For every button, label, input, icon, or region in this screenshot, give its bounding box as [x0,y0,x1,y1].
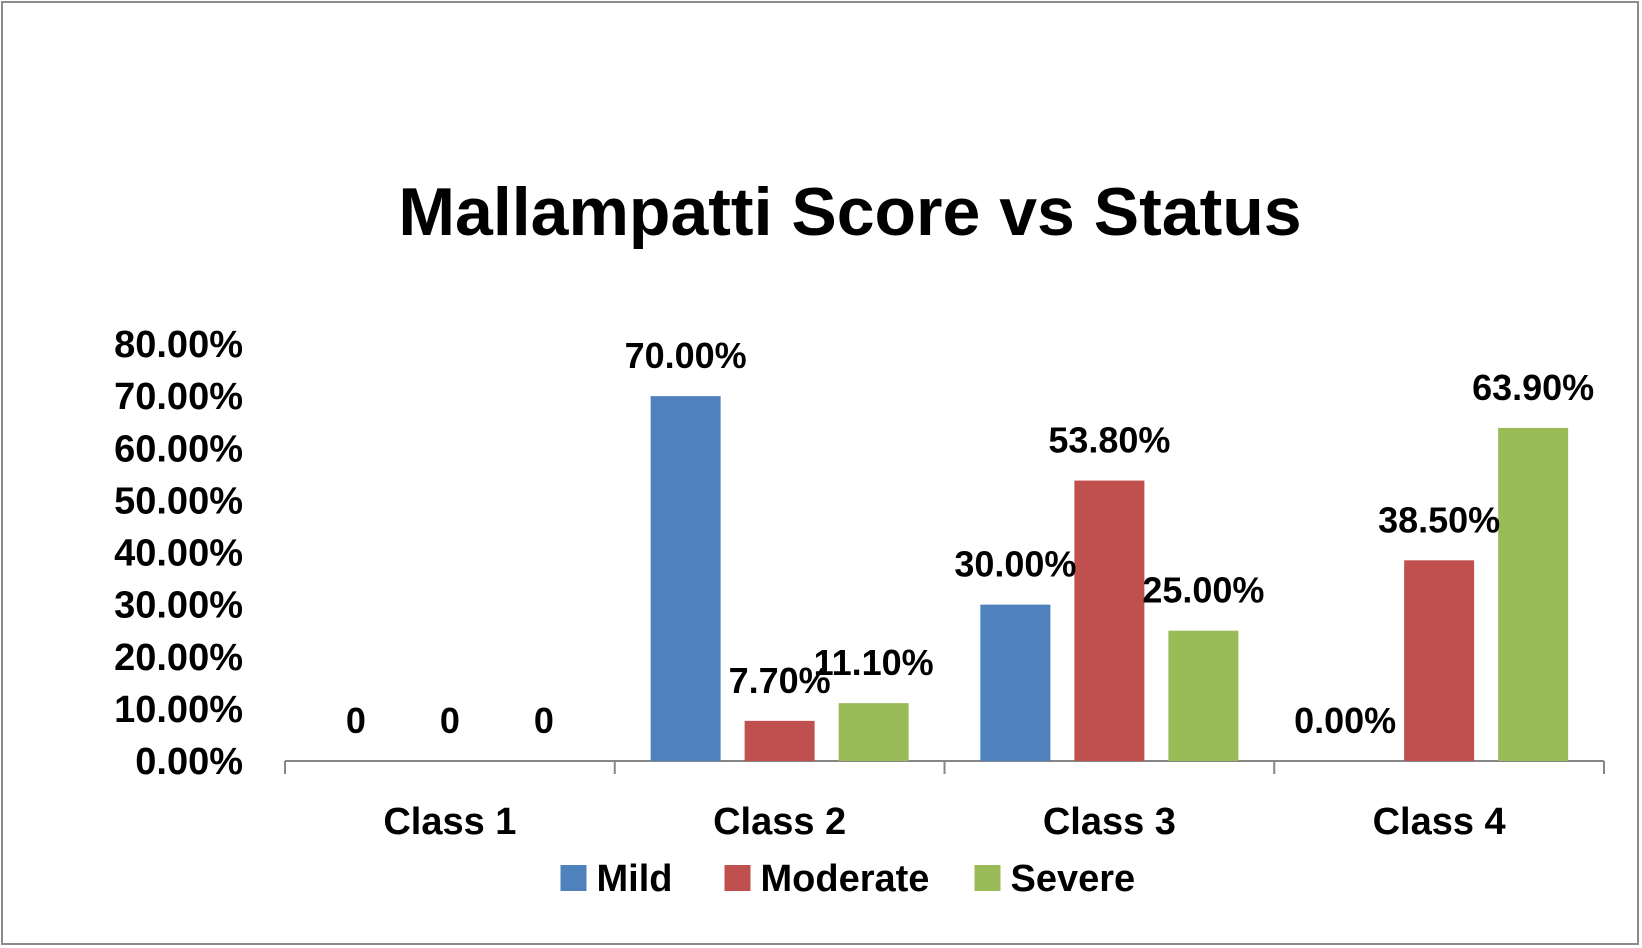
bar-moderate-4 [1404,560,1475,761]
y-tick-label: 80.00% [114,324,243,366]
y-tick-label: 50.00% [114,480,243,522]
bar-mild-2 [650,396,721,761]
legend-label-mild: Mild [597,858,673,900]
chart-title: Mallampatti Score vs Status [398,174,1301,250]
y-axis: 0.00% 10.00% 20.00% 30.00% 40.00% 50.00% 60.00… [114,324,243,783]
bar-chart: Mallampatti Score vs Status 0.00% 10.00% 2… [114,174,1605,900]
x-category-label: Class 4 [1373,801,1506,843]
data-label: 7.70% [729,660,831,701]
data-label: 70.00% [625,335,747,376]
legend: Mild Moderate Severe [560,858,1136,900]
y-tick-label: 70.00% [114,376,243,418]
data-label: 53.80% [1048,420,1170,461]
y-tick-label: 40.00% [114,533,243,575]
data-labels: 0 70.00% 30.00% 0.00% 0 7.70% 53.80% 38.50% 0 11.… [346,335,1594,741]
data-label: 30.00% [954,544,1076,585]
bar-severe-3 [1168,630,1239,761]
data-label: 11.10% [814,642,934,683]
y-tick-label: 0.00% [135,741,243,783]
bar-moderate-3 [1074,480,1145,761]
x-category-label: Class 2 [713,801,846,843]
legend-label-severe: Severe [1011,858,1136,900]
data-label: 0 [440,700,460,741]
legend-swatch-severe [974,865,1001,891]
bar-moderate-2 [744,720,815,761]
bars [650,396,1569,761]
bar-severe-2 [838,703,909,761]
data-label: 25.00% [1142,570,1264,611]
data-label: 63.90% [1472,367,1594,408]
legend-label-moderate: Moderate [761,858,930,900]
data-label: 0 [534,700,554,741]
legend-swatch-moderate [724,865,751,891]
data-label: 0.00% [1294,700,1396,741]
legend-swatch-mild [560,865,587,891]
bar-mild-3 [980,604,1051,761]
x-axis: Class 1 Class 2 Class 3 Class 4 [284,760,1605,843]
y-tick-label: 30.00% [114,585,243,627]
y-tick-label: 60.00% [114,428,243,470]
x-category-label: Class 3 [1043,801,1176,843]
data-label: 0 [346,700,366,741]
y-tick-label: 20.00% [114,637,243,679]
bar-severe-4 [1498,427,1569,761]
data-label: 38.50% [1378,499,1500,540]
x-category-label: Class 1 [383,801,516,843]
y-tick-label: 10.00% [114,689,243,731]
